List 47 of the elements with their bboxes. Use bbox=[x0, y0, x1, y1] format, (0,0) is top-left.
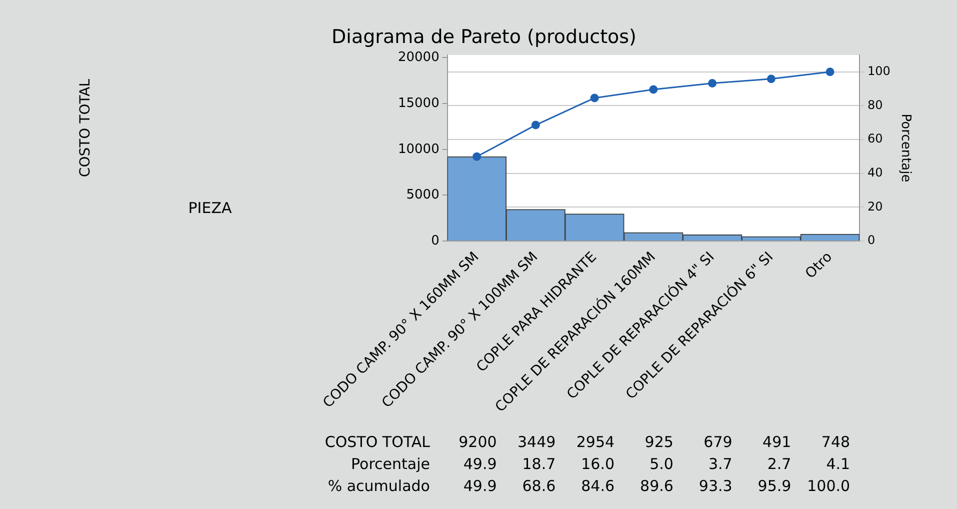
data-label: 68.6 bbox=[522, 476, 556, 495]
y2-tick-label: 60 bbox=[867, 132, 883, 146]
y-tick-label: 0 bbox=[431, 233, 440, 248]
text: 18.7 bbox=[522, 454, 556, 473]
y2-tick-label: 0 bbox=[867, 233, 876, 248]
text: 5.0 bbox=[650, 454, 674, 473]
data-label: 49.9 bbox=[463, 476, 497, 495]
y-tick-label: 10000 bbox=[398, 142, 440, 157]
data-label: 89.6 bbox=[640, 476, 674, 495]
point bbox=[708, 78, 717, 88]
y2-tick-label: 40 bbox=[867, 166, 883, 180]
chart-title: Diagrama de Pareto (productos) bbox=[332, 26, 636, 48]
data-label: 84.6 bbox=[581, 476, 615, 495]
point bbox=[531, 120, 540, 130]
data-label: 491 bbox=[762, 432, 792, 451]
text: COSTO TOTAL bbox=[78, 78, 94, 178]
point bbox=[826, 68, 834, 76]
y-tick-label: 15000 bbox=[398, 96, 440, 111]
x-tick-label: Otro bbox=[802, 249, 836, 282]
y-tick-label: 5000 bbox=[406, 188, 440, 203]
point bbox=[766, 74, 776, 84]
text: 49.9 bbox=[463, 454, 497, 473]
data-label: 2954 bbox=[576, 432, 615, 451]
data-label: 100.0 bbox=[807, 476, 850, 495]
data-label: 3449 bbox=[517, 432, 556, 451]
y2-axis-title: Porcentaje bbox=[898, 114, 913, 182]
y-tick-label: 20000 bbox=[398, 50, 440, 66]
text: 3.7 bbox=[708, 454, 732, 473]
text: 4.1 bbox=[826, 454, 850, 473]
data-label: 925 bbox=[644, 432, 674, 451]
point bbox=[590, 94, 599, 102]
y2-tick-label: 100 bbox=[867, 64, 890, 78]
text: % acumulado bbox=[328, 476, 430, 495]
y2-tick-label: 20 bbox=[867, 199, 883, 214]
data-label: 9200 bbox=[458, 432, 497, 451]
text: COSTO TOTAL bbox=[324, 432, 431, 451]
text: PIEZA bbox=[188, 198, 232, 217]
point bbox=[472, 152, 482, 161]
text: Porcentaje bbox=[351, 454, 430, 473]
data-label: 748 bbox=[821, 432, 850, 451]
text: 2.7 bbox=[767, 454, 792, 473]
data-label: 679 bbox=[704, 432, 732, 451]
text: 16.0 bbox=[581, 454, 615, 473]
point bbox=[649, 85, 658, 94]
data-label: 95.9 bbox=[758, 476, 792, 495]
y2-tick-label: 80 bbox=[867, 98, 883, 112]
data-label: 93.3 bbox=[698, 476, 732, 495]
